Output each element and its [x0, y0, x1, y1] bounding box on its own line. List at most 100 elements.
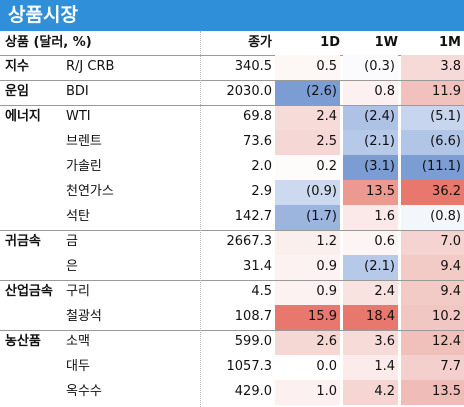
- header-1w: 1W: [374, 35, 398, 50]
- value-w1: 4.2: [374, 384, 395, 399]
- group-separator: [0, 105, 464, 106]
- heat-cell-d1: (1.7): [275, 205, 340, 230]
- heat-cell-d1: 0.5: [275, 55, 340, 80]
- commodity-name: 브렌트: [66, 134, 102, 149]
- value-d1: 1.2: [316, 234, 337, 249]
- heat-cell-m1: 10.2: [401, 305, 464, 330]
- close-price: 340.5: [234, 59, 272, 74]
- value-m1: (5.1): [430, 109, 461, 124]
- heat-cell-d1: 2.5: [275, 130, 340, 155]
- value-m1: 9.4: [440, 259, 461, 274]
- value-d1: (0.9): [306, 184, 337, 199]
- value-w1: (2.1): [364, 259, 395, 274]
- heat-cell-m1: 36.2: [401, 180, 464, 205]
- table-row: 0.0 1.4 7.7 대두 1057.3: [0, 355, 464, 380]
- heat-cell-m1: (5.1): [401, 105, 464, 130]
- page-title: 상품시장: [8, 4, 78, 26]
- group-separator: [0, 230, 464, 231]
- title-bar: 상품시장: [0, 0, 464, 31]
- value-m1: 13.5: [432, 384, 461, 399]
- heat-cell-w1: 0.8: [343, 80, 398, 105]
- commodity-name: R/J CRB: [66, 59, 115, 74]
- value-w1: 1.6: [374, 209, 395, 224]
- close-price: 31.4: [243, 259, 272, 274]
- commodity-name: 가솔린: [66, 159, 102, 174]
- heat-cell-d1: (2.6): [275, 80, 340, 105]
- heat-cell-w1: 2.4: [343, 280, 398, 305]
- header-1d: 1D: [320, 35, 340, 50]
- close-price: 4.5: [251, 284, 272, 299]
- heat-cell-m1: 9.4: [401, 255, 464, 280]
- value-w1: 0.6: [374, 234, 395, 249]
- heat-cell-w1: (2.1): [343, 130, 398, 155]
- commodity-name: 석탄: [66, 209, 90, 224]
- category-label: 에너지: [5, 109, 41, 124]
- value-d1: 2.4: [316, 109, 337, 124]
- value-d1: 0.5: [316, 59, 337, 74]
- category-label: 산업금속: [5, 284, 53, 299]
- category-label: 지수: [5, 59, 29, 74]
- close-price: 69.8: [243, 109, 272, 124]
- value-m1: 9.4: [440, 284, 461, 299]
- commodity-name: 옥수수: [66, 384, 102, 399]
- table-row: 15.9 18.4 10.2 철광석 108.7: [0, 305, 464, 330]
- heat-cell-d1: 15.9: [275, 305, 340, 330]
- value-m1: 11.9: [432, 84, 461, 99]
- table-row: 2.5 (2.1) (6.6) 브렌트 73.6: [0, 130, 464, 155]
- commodity-name: 대두: [66, 359, 90, 374]
- value-d1: (2.6): [306, 84, 337, 99]
- heat-cell-m1: 3.8: [401, 55, 464, 80]
- close-price: 73.6: [243, 134, 272, 149]
- category-label: 귀금속: [5, 234, 41, 249]
- table-row: 0.9 2.4 9.4 산업금속 구리 4.5: [0, 280, 464, 305]
- heat-cell-w1: 18.4: [343, 305, 398, 330]
- value-d1: 2.6: [316, 334, 337, 349]
- table-row: 2.6 3.6 12.4 농산품 소맥 599.0: [0, 330, 464, 355]
- commodity-name: BDI: [66, 84, 89, 99]
- value-d1: 1.0: [316, 384, 337, 399]
- group-separator: [0, 280, 464, 281]
- value-w1: 13.5: [366, 184, 395, 199]
- value-w1: 3.6: [374, 334, 395, 349]
- heat-cell-d1: 2.4: [275, 105, 340, 130]
- value-w1: 2.4: [374, 284, 395, 299]
- heat-cell-w1: (2.1): [343, 255, 398, 280]
- value-m1: (6.6): [430, 134, 461, 149]
- category-label: 운임: [5, 84, 29, 99]
- value-w1: (2.4): [364, 109, 395, 124]
- value-d1: 0.2: [316, 159, 337, 174]
- value-d1: (1.7): [306, 209, 337, 224]
- close-price: 2667.3: [226, 234, 273, 249]
- heat-cell-d1: 0.9: [275, 255, 340, 280]
- value-m1: (11.1): [421, 159, 461, 174]
- heat-cell-w1: 0.6: [343, 230, 398, 255]
- heat-cell-d1: 0.0: [275, 355, 340, 380]
- value-m1: 3.8: [440, 59, 461, 74]
- close-price: 2.9: [251, 184, 272, 199]
- commodity-name: 철광석: [66, 309, 102, 324]
- heat-cell-d1: 1.0: [275, 380, 340, 405]
- close-price: 1057.3: [226, 359, 273, 374]
- category-label: 농산품: [5, 334, 41, 349]
- value-d1: 15.9: [308, 309, 337, 324]
- table-row: 2.4 (2.4) (5.1) 에너지 WTI 69.8: [0, 105, 464, 130]
- header-label: 상품 (달러, %): [5, 35, 92, 50]
- heat-cell-m1: 7.7: [401, 355, 464, 380]
- heat-cell-m1: (0.8): [401, 205, 464, 230]
- value-m1: 7.7: [440, 359, 461, 374]
- group-separator: [0, 330, 464, 331]
- table-row: 1.0 4.2 13.5 옥수수 429.0: [0, 380, 464, 405]
- value-m1: 12.4: [432, 334, 461, 349]
- table-row: (2.6) 0.8 11.9 운임 BDI 2030.0: [0, 80, 464, 105]
- commodity-name: WTI: [66, 109, 91, 124]
- heat-cell-w1: 1.6: [343, 205, 398, 230]
- heat-cell-w1: 3.6: [343, 330, 398, 355]
- value-w1: 0.8: [374, 84, 395, 99]
- heat-cell-w1: (0.3): [343, 55, 398, 80]
- heat-cell-w1: 4.2: [343, 380, 398, 405]
- heat-cell-d1: (0.9): [275, 180, 340, 205]
- table-row: 0.5 (0.3) 3.8 지수 R/J CRB 340.5: [0, 55, 464, 80]
- column-divider: [200, 31, 201, 407]
- table-header: 상품 (달러, %) 종가 1D 1W 1M: [0, 31, 464, 56]
- commodity-name: 은: [66, 259, 78, 274]
